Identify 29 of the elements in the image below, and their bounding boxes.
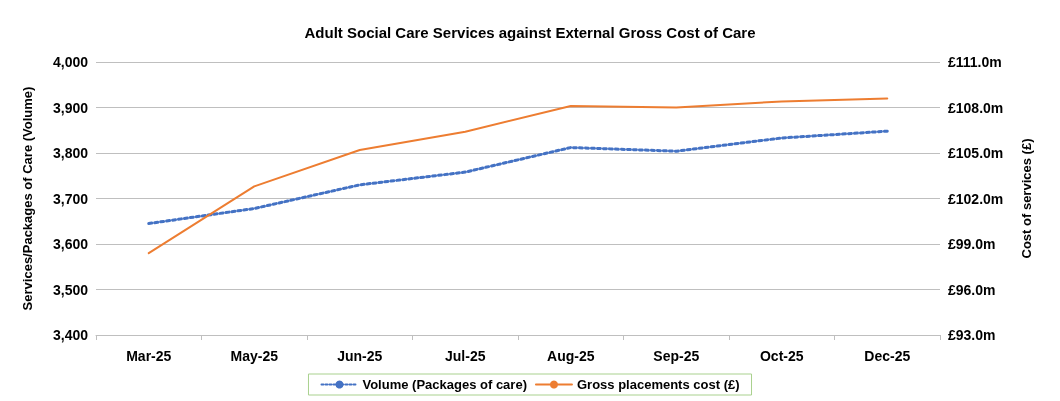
y-tick-label: 3,400 <box>52 327 89 343</box>
y2-axis-title: Cost of services (£) <box>1019 138 1034 259</box>
y2-tick-label: £108.0m <box>948 99 1004 116</box>
y-tick-label: 3,600 <box>52 236 89 252</box>
x-tick-label: May-25 <box>230 348 279 364</box>
line-series <box>147 97 889 255</box>
y2-tick-label: £105.0m <box>948 145 1004 161</box>
y2-tick-label: £93.0m <box>948 327 996 343</box>
x-tick-label: Dec-25 <box>864 348 911 364</box>
chart-title: Adult Social Care Services against External Gross Cost of Care <box>304 24 756 41</box>
x-tick-label: Mar-25 <box>126 348 172 364</box>
y-axis-title: Services/Packages of Care (Volume) <box>20 86 35 311</box>
legend-label: Volume (Packages of care) <box>362 377 527 392</box>
x-tick-label: Jun-25 <box>337 348 383 364</box>
y-tick-label: 3,900 <box>52 99 89 116</box>
y-tick-label: 3,500 <box>52 281 89 298</box>
y-tick-label: 4,000 <box>52 54 89 70</box>
x-tick-label: Jul-25 <box>445 348 486 364</box>
x-tick-label: Aug-25 <box>547 348 595 364</box>
y-tick-label: 3,800 <box>52 145 89 161</box>
line-series <box>147 129 889 226</box>
y-tick-label: 3,700 <box>52 190 89 207</box>
y2-tick-label: £96.0m <box>948 281 996 298</box>
y2-tick-label: £99.0m <box>948 236 996 252</box>
y2-tick-label: £111.0m <box>948 54 1002 70</box>
x-tick-label: Sep-25 <box>653 348 700 364</box>
x-tick-label: Oct-25 <box>759 348 804 364</box>
legend-label: Gross placements cost (£) <box>576 377 740 392</box>
y2-tick-label: £102.0m <box>948 190 1004 207</box>
